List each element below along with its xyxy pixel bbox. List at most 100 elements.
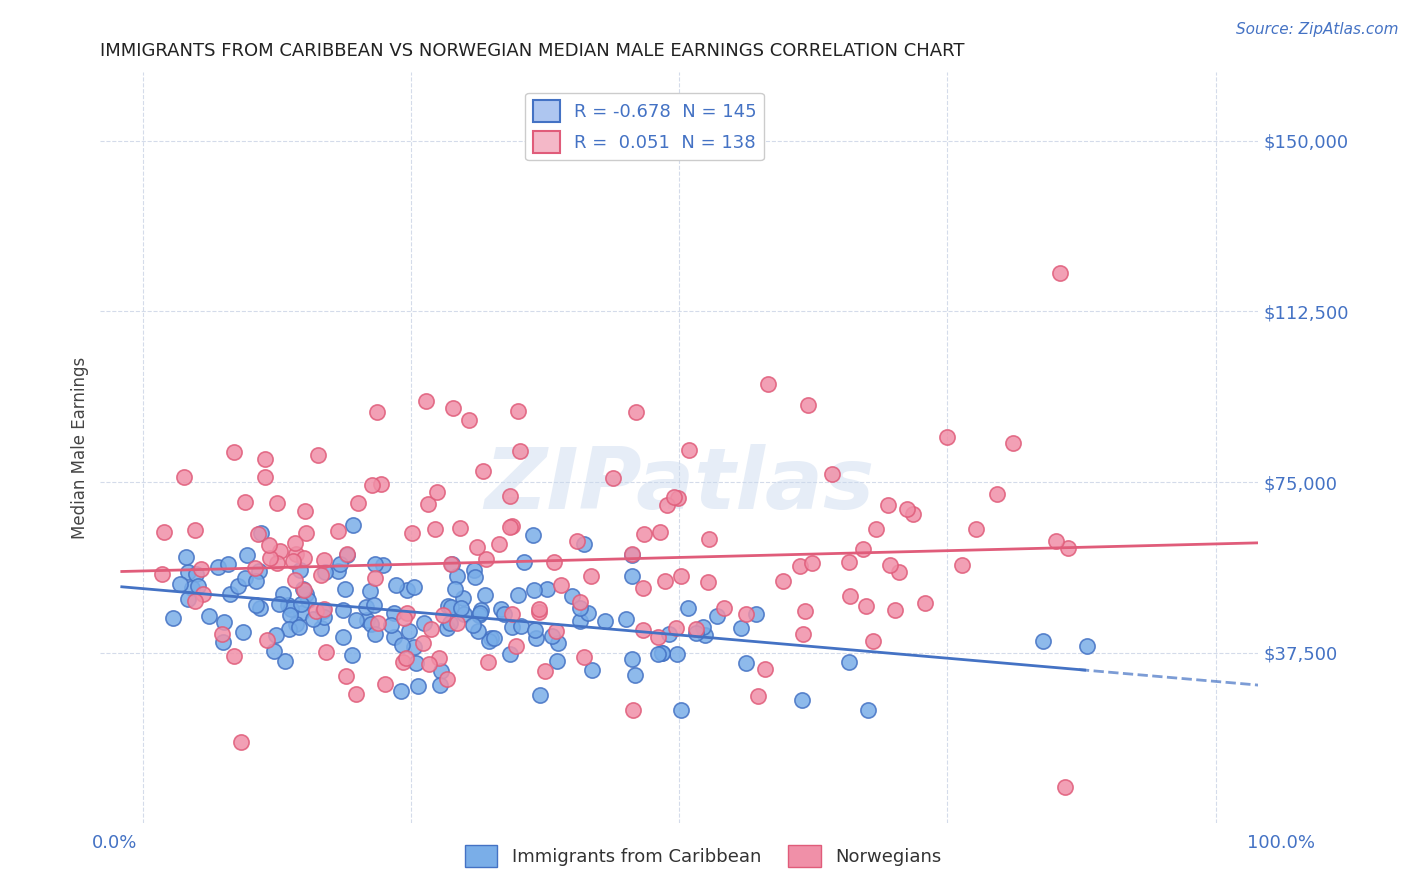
- Point: [332, 630, 354, 644]
- Point: [288, 563, 311, 577]
- Point: [302, 612, 325, 626]
- Point: [184, 567, 207, 582]
- Point: [280, 602, 302, 616]
- Point: [415, 393, 437, 408]
- Point: [801, 556, 824, 570]
- Point: [426, 485, 449, 500]
- Point: [263, 644, 285, 658]
- Point: [250, 525, 273, 540]
- Point: [647, 647, 669, 661]
- Point: [385, 578, 408, 592]
- Text: IMMIGRANTS FROM CARIBBEAN VS NORWEGIAN MEDIAN MALE EARNINGS CORRELATION CHART: IMMIGRANTS FROM CARIBBEAN VS NORWEGIAN M…: [100, 42, 965, 60]
- Point: [177, 592, 200, 607]
- Point: [191, 587, 214, 601]
- Point: [862, 634, 884, 648]
- Point: [650, 525, 672, 540]
- Point: [190, 561, 212, 575]
- Point: [342, 518, 364, 533]
- Point: [482, 631, 505, 645]
- Point: [453, 607, 475, 621]
- Point: [406, 679, 429, 693]
- Point: [527, 602, 550, 616]
- Point: [794, 603, 817, 617]
- Point: [326, 565, 349, 579]
- Point: [347, 496, 370, 510]
- Point: [312, 552, 335, 566]
- Point: [254, 452, 277, 467]
- Point: [284, 574, 307, 588]
- Point: [382, 630, 405, 644]
- Point: [446, 616, 468, 631]
- Point: [449, 521, 471, 535]
- Point: [429, 664, 451, 678]
- Point: [184, 594, 207, 608]
- Point: [621, 548, 644, 562]
- Point: [257, 538, 280, 552]
- Point: [294, 504, 316, 518]
- Point: [370, 477, 392, 491]
- Point: [326, 524, 349, 539]
- Point: [392, 656, 415, 670]
- Point: [654, 574, 676, 589]
- Point: [243, 561, 266, 575]
- Point: [647, 630, 669, 644]
- Point: [212, 615, 235, 630]
- Point: [669, 568, 692, 582]
- Point: [572, 537, 595, 551]
- Point: [450, 601, 472, 615]
- Point: [269, 544, 291, 558]
- Point: [621, 568, 644, 582]
- Point: [292, 582, 315, 597]
- Point: [665, 621, 688, 635]
- Point: [658, 627, 681, 641]
- Point: [839, 589, 862, 603]
- Point: [651, 646, 673, 660]
- Point: [266, 556, 288, 570]
- Point: [856, 703, 879, 717]
- Point: [685, 625, 707, 640]
- Point: [593, 614, 616, 628]
- Point: [524, 623, 547, 637]
- Point: [359, 584, 381, 599]
- Point: [478, 633, 501, 648]
- Point: [838, 556, 860, 570]
- Point: [620, 548, 643, 562]
- Point: [524, 631, 547, 645]
- Point: [197, 609, 219, 624]
- Point: [396, 606, 419, 620]
- Point: [501, 620, 523, 634]
- Point: [380, 617, 402, 632]
- Point: [162, 611, 184, 625]
- Point: [344, 687, 367, 701]
- Point: [277, 598, 299, 612]
- Point: [451, 591, 474, 605]
- Point: [418, 657, 440, 671]
- Point: [269, 597, 291, 611]
- Point: [398, 624, 420, 638]
- Point: [207, 560, 229, 574]
- Point: [226, 579, 249, 593]
- Point: [256, 632, 278, 647]
- Point: [655, 498, 678, 512]
- Point: [212, 635, 235, 649]
- Point: [730, 622, 752, 636]
- Point: [304, 603, 326, 617]
- Point: [474, 588, 496, 602]
- Point: [150, 567, 173, 582]
- Point: [631, 623, 654, 637]
- Point: [374, 676, 396, 690]
- Point: [224, 444, 246, 458]
- Point: [501, 519, 523, 533]
- Point: [914, 595, 936, 609]
- Point: [754, 662, 776, 676]
- Point: [713, 601, 735, 615]
- Point: [792, 627, 814, 641]
- Point: [402, 581, 425, 595]
- Point: [440, 599, 463, 614]
- Point: [249, 600, 271, 615]
- Point: [877, 499, 900, 513]
- Point: [852, 542, 875, 557]
- Point: [513, 555, 536, 569]
- Point: [364, 558, 387, 572]
- Point: [335, 582, 357, 597]
